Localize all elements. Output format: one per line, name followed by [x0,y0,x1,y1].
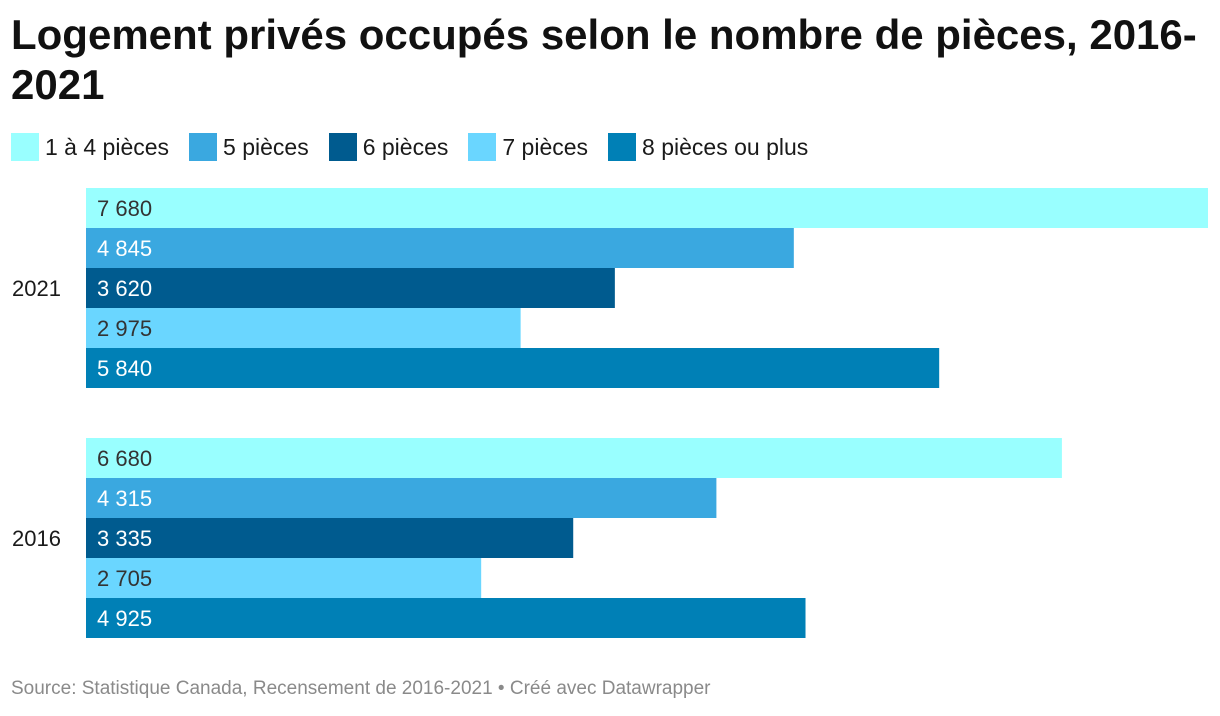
legend-item: 6 pièces [328,133,449,161]
legend-label: 7 pièces [502,133,589,160]
chart-title: Logement privés occupés selon le nombre … [11,11,1197,108]
bar-value-label: 4 845 [97,236,152,261]
bar [86,348,940,388]
bar-value-label: 4 925 [97,606,152,631]
bar [86,518,574,558]
legend-item: 5 pièces [189,133,309,161]
bar-value-label: 7 680 [97,196,152,221]
bar-value-label: 6 680 [97,446,152,471]
legend-label: 1 à 4 pièces [45,133,170,160]
bar [86,558,482,598]
legend-swatch [608,133,637,161]
legend-swatch [468,133,497,161]
bar-chart: 2021 7 680 4 845 3 620 2 975 5 840 2016 6 680 4 … [12,188,1208,638]
chart-legend: 1 à 4 pièces 5 pièces 6 pièces 7 pièces 8 pi… [11,130,828,164]
legend-item: 8 pièces ou plus [608,133,808,161]
bar [86,598,806,638]
bar-value-label: 4 315 [97,486,152,511]
bar [86,438,1062,478]
legend-item: 7 pièces [468,133,588,161]
bar-value-label: 2 975 [97,316,152,341]
bar [86,478,717,518]
category-label: 2016 [12,526,61,551]
bar-value-label: 3 620 [97,276,152,301]
legend-label: 5 pièces [223,133,309,160]
bar-value-label: 2 705 [97,566,152,591]
bar [86,228,794,268]
legend-item: 1 à 4 pièces [11,133,169,161]
source-note: Source: Statistique Canada, Recensement … [11,678,711,699]
bar [86,308,521,348]
bar-value-label: 5 840 [97,356,152,381]
legend-swatch [11,133,39,161]
legend-label: 6 pièces [362,133,449,160]
bar [86,188,1208,228]
bar [86,268,615,308]
category-label: 2021 [12,276,61,301]
legend-swatch [189,133,218,161]
legend-swatch [328,133,357,161]
bar-value-label: 3 335 [97,526,152,551]
legend-label: 8 pièces ou plus [642,133,809,160]
